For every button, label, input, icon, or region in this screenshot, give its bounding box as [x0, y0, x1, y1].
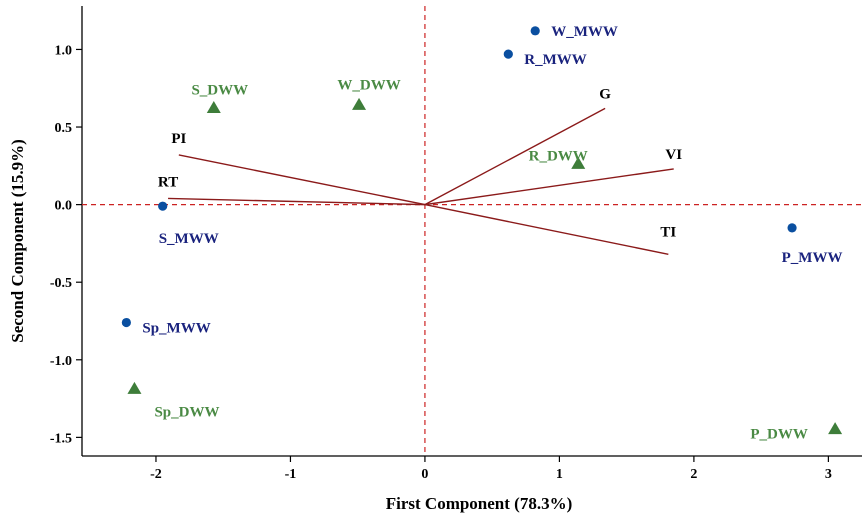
vector-RT: [168, 197, 425, 206]
point-W_DWW: [352, 97, 367, 110]
axis-ticks: -2 -1 0 1 2 3 -1.5 -1.0 -0.5 0.0 0.5 1.0: [50, 43, 832, 482]
point-label-S_MWW: S_MWW: [159, 231, 219, 247]
x-axis-title: First Component (78.3%): [386, 494, 573, 513]
loading-vectors: G VI TI PI RT: [158, 86, 682, 255]
point-label-Sp_DWW: Sp_DWW: [154, 404, 219, 420]
point-label-S_DWW: S_DWW: [191, 82, 248, 98]
point-P_MWW: [787, 223, 797, 233]
point-P_DWW: [828, 422, 843, 435]
y-tick-label--1.0: -1.0: [50, 354, 72, 369]
point-S_MWW: [158, 201, 168, 211]
vector-VI: [424, 168, 674, 206]
vector-label-VI: VI: [665, 147, 682, 163]
point-label-P_DWW: P_DWW: [750, 427, 808, 443]
y-tick-label-0.0: 0.0: [55, 199, 73, 214]
y-tick-label--1.5: -1.5: [50, 431, 72, 446]
point-label-Sp_MWW: Sp_MWW: [142, 321, 210, 337]
point-S_DWW: [206, 100, 221, 113]
x-tick-label-0: 0: [421, 467, 428, 482]
vector-label-G: G: [599, 86, 611, 102]
vector-G: [424, 107, 606, 206]
point-label-R_DWW: R_DWW: [529, 148, 588, 164]
point-R_DWW: [571, 156, 586, 169]
plot-frame: [81, 6, 862, 457]
point-Sp_MWW: [121, 317, 131, 328]
point-label-P_MWW: P_MWW: [782, 250, 843, 266]
y-tick-label-0.5: 0.5: [55, 121, 73, 136]
y-tick-label--0.5: -0.5: [50, 276, 72, 291]
point-W_MWW: [530, 26, 540, 36]
vector-TI: [424, 203, 669, 255]
score-points: W_MWW R_MWW S_MWW P_MWW Sp_MWW S_DWW W_DWW R_DW…: [121, 24, 843, 443]
point-label-R_MWW: R_MWW: [524, 52, 587, 68]
x-tick-label-1: 1: [556, 467, 563, 482]
x-tick-label--2: -2: [150, 467, 162, 482]
reference-lines: [82, 6, 862, 456]
vector-label-TI: TI: [660, 224, 676, 240]
point-label-W_DWW: W_DWW: [337, 77, 400, 93]
y-axis-title: Second Component (15.9%): [8, 139, 27, 343]
vector-label-PI: PI: [171, 131, 186, 147]
x-tick-label-3: 3: [825, 467, 832, 482]
point-label-W_MWW: W_MWW: [551, 24, 618, 40]
x-tick-label--1: -1: [285, 467, 297, 482]
point-Sp_DWW: [127, 381, 142, 394]
vector-label-RT: RT: [158, 174, 178, 190]
y-tick-label-1.0: 1.0: [55, 43, 73, 58]
point-R_MWW: [503, 49, 513, 59]
vector-PI: [178, 154, 426, 206]
x-tick-label-2: 2: [690, 467, 697, 482]
